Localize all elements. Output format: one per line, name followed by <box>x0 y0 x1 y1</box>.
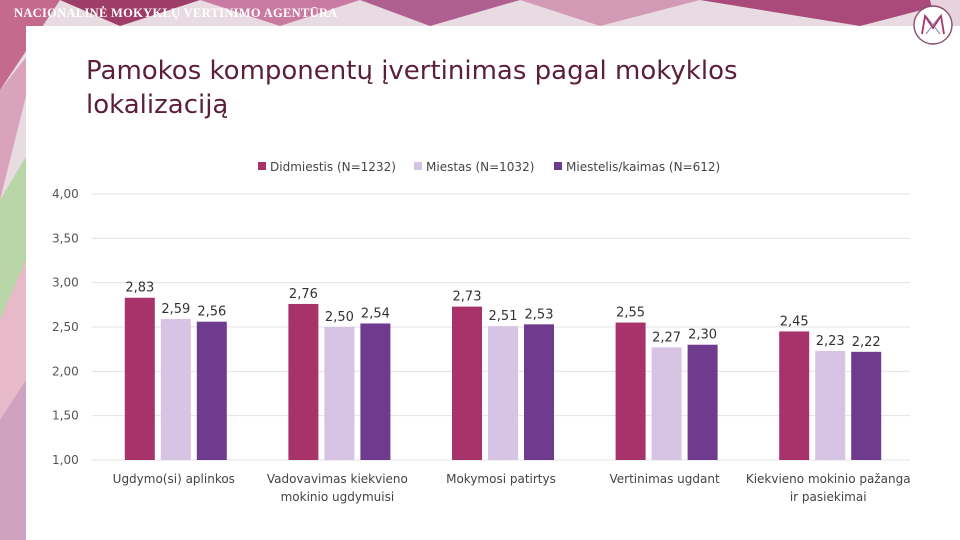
chart-bars: 2,83 2,59 2,56 2,76 2,50 2,54 2,73 2,51 2,53 2,55… <box>124 281 882 460</box>
bar <box>779 331 810 460</box>
data-label: 2,56 <box>197 305 226 320</box>
slide-title: Pamokos komponentų įvertinimas pagal mok… <box>86 56 738 120</box>
bar <box>815 350 846 460</box>
legend-item: Miestelis/kaimas (N=612) <box>554 160 720 174</box>
bar <box>360 323 391 460</box>
y-tick-label: 1,50 <box>52 409 79 423</box>
data-label: 2,73 <box>453 290 482 305</box>
bar <box>615 322 646 460</box>
legend-label: Miestas (N=1032) <box>426 160 534 174</box>
legend-swatch <box>554 162 562 170</box>
data-label: 2,30 <box>688 328 717 343</box>
data-label: 2,59 <box>161 302 190 317</box>
data-label: 2,53 <box>525 307 554 322</box>
bar <box>160 319 191 460</box>
bar-chart: Didmiestis (N=1232) Miestas (N=1032) Miest… <box>52 160 911 504</box>
bar <box>851 351 882 460</box>
legend-label: Didmiestis (N=1232) <box>270 160 396 174</box>
legend-swatch <box>258 162 266 170</box>
agency-name: NACIONALINĖ MOKYKLŲ VERTINIMO AGENTŪRA <box>14 6 338 20</box>
agency-logo-icon <box>913 5 953 45</box>
y-axis: 1,00 1,50 2,00 2,50 3,00 3,50 4,00 <box>52 187 79 467</box>
y-tick-label: 3,50 <box>52 231 79 245</box>
data-label: 2,83 <box>125 281 154 296</box>
data-label: 2,22 <box>852 335 881 350</box>
data-label: 2,51 <box>489 309 518 324</box>
bar <box>687 344 718 460</box>
legend-item: Didmiestis (N=1232) <box>258 160 396 174</box>
legend-item: Miestas (N=1032) <box>414 160 534 174</box>
x-tick-label: Ugdymo(si) aplinkos <box>113 472 235 486</box>
bar <box>196 321 227 460</box>
bar <box>524 324 554 460</box>
bar <box>488 326 518 460</box>
data-label: 2,45 <box>780 314 809 329</box>
y-tick-label: 2,50 <box>52 320 79 334</box>
data-label: 2,55 <box>616 306 645 321</box>
chart-legend: Didmiestis (N=1232) Miestas (N=1032) Miest… <box>258 160 720 174</box>
x-tick-label: ir pasiekimai <box>790 490 867 504</box>
legend-swatch <box>414 162 422 170</box>
x-tick-label: Vertinimas ugdant <box>610 472 720 486</box>
bar <box>651 347 682 460</box>
bar <box>124 297 155 460</box>
x-tick-label: Vadovavimas kiekvieno <box>267 472 408 486</box>
bar <box>288 303 319 460</box>
bar <box>324 327 355 460</box>
data-label: 2,50 <box>325 310 354 325</box>
y-tick-label: 1,00 <box>52 453 79 467</box>
data-label: 2,23 <box>816 334 845 349</box>
x-tick-label: Mokymosi patirtys <box>446 472 556 486</box>
y-tick-label: 4,00 <box>52 187 79 201</box>
x-tick-label: mokinio ugdymuisi <box>281 490 395 504</box>
y-tick-label: 3,00 <box>52 276 79 290</box>
data-label: 2,76 <box>289 287 318 302</box>
data-label: 2,27 <box>652 330 681 345</box>
header-band: NACIONALINĖ MOKYKLŲ VERTINIMO AGENTŪRA <box>0 0 960 26</box>
bar <box>452 306 482 460</box>
legend-label: Miestelis/kaimas (N=612) <box>566 160 720 174</box>
x-tick-label: Kiekvieno mokinio pažanga <box>746 472 911 486</box>
x-axis: Ugdymo(si) aplinkos Vadovavimas kiekvieno… <box>113 472 911 504</box>
data-label: 2,54 <box>361 306 390 321</box>
y-tick-label: 2,00 <box>52 364 79 378</box>
